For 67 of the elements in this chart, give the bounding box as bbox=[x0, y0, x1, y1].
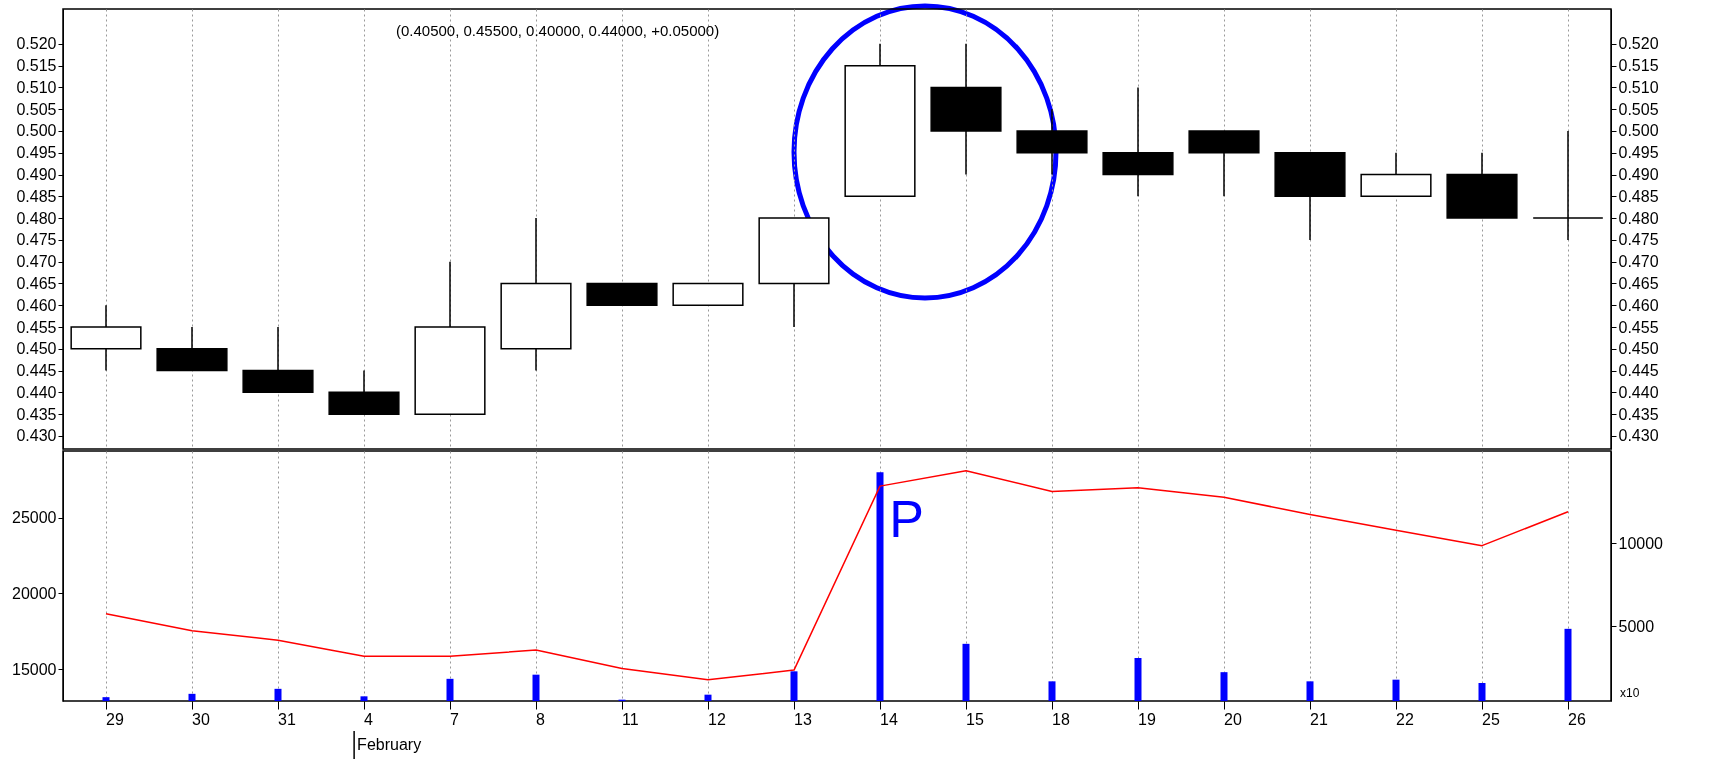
y2-tick-label: 0.490 bbox=[1618, 166, 1659, 184]
y2-tick-label: 0.480 bbox=[1618, 209, 1659, 227]
y2-tick-label: 0.435 bbox=[1618, 405, 1659, 423]
text: x10 bbox=[1620, 686, 1640, 700]
y-tick-label: 20000 bbox=[12, 584, 57, 602]
x-tick-label: 7 bbox=[450, 710, 459, 728]
y2-tick-label: 0.455 bbox=[1618, 318, 1659, 336]
x-tick-label: 21 bbox=[1310, 710, 1328, 728]
y-tick-label: 0.490 bbox=[16, 166, 57, 184]
x-tick-label: 8 bbox=[536, 710, 545, 728]
y-tick-label: 0.495 bbox=[16, 144, 57, 162]
y2-tick-label: 0.520 bbox=[1618, 35, 1659, 53]
annotation: P bbox=[889, 490, 924, 548]
y-tick-label: 0.500 bbox=[16, 122, 57, 140]
y-tick-label: 0.430 bbox=[16, 427, 57, 445]
x-tick-label: 31 bbox=[278, 710, 296, 728]
x-tick-label: 12 bbox=[708, 710, 726, 728]
y-tick-label: 0.505 bbox=[16, 100, 57, 118]
y2-tick-label: 0.465 bbox=[1618, 274, 1659, 292]
x-tick-label: 4 bbox=[364, 710, 373, 728]
y2-tick-label: 0.515 bbox=[1618, 57, 1659, 75]
y-tick-label: 0.520 bbox=[16, 35, 57, 53]
x-tick-label: 18 bbox=[1052, 710, 1070, 728]
line-series bbox=[105, 469, 1569, 681]
y2-tick-label: 10000 bbox=[1618, 534, 1664, 552]
y-tick-label: 0.465 bbox=[16, 274, 57, 292]
y-tick-label: 0.470 bbox=[16, 253, 57, 271]
y-tick-label: 0.480 bbox=[16, 209, 57, 227]
x-tick-label: 26 bbox=[1568, 710, 1586, 728]
x-tick-label: 15 bbox=[966, 710, 984, 728]
x-tick-label: 29 bbox=[106, 710, 124, 728]
y-tick-label: 0.475 bbox=[16, 231, 57, 249]
y-tick-label: 0.435 bbox=[16, 405, 57, 423]
y2-tick-label: 0.475 bbox=[1618, 231, 1659, 249]
x-tick-label: 19 bbox=[1138, 710, 1156, 728]
x-tick-label: 20 bbox=[1224, 710, 1242, 728]
x-tick-label: 14 bbox=[880, 710, 898, 728]
y-tick-label: 0.510 bbox=[16, 78, 57, 96]
x-tick-label: 11 bbox=[622, 710, 639, 728]
y2-tick-label: 0.485 bbox=[1618, 187, 1659, 205]
y2-tick-label: 0.450 bbox=[1618, 340, 1659, 358]
y-tick-label: 0.515 bbox=[16, 57, 57, 75]
y2-tick-label: 0.500 bbox=[1618, 122, 1659, 140]
x-tick-label: 30 bbox=[192, 710, 210, 728]
y-tick-label: 0.455 bbox=[16, 318, 57, 336]
y2-tick-label: 0.505 bbox=[1618, 100, 1659, 118]
text: (0.40500, 0.45500, 0.40000, 0.44000, +0.05000) bbox=[395, 22, 720, 39]
x-tick-label: 25 bbox=[1482, 710, 1500, 728]
x-tick-label: 13 bbox=[794, 710, 812, 728]
y2-tick-label: 0.445 bbox=[1618, 362, 1659, 380]
y-tick-label: 15000 bbox=[12, 660, 57, 678]
y-tick-label: 0.460 bbox=[16, 296, 57, 314]
y2-tick-label: 5000 bbox=[1618, 617, 1655, 635]
x-tick-label: 22 bbox=[1396, 710, 1414, 728]
y-tick-label: 0.440 bbox=[16, 383, 57, 401]
y2-tick-label: 0.440 bbox=[1618, 383, 1659, 401]
y-tick-label: 0.450 bbox=[16, 340, 57, 358]
y2-tick-label: 0.460 bbox=[1618, 296, 1659, 314]
y-tick-label: 0.485 bbox=[16, 187, 57, 205]
y2-tick-label: 0.495 bbox=[1618, 144, 1659, 162]
y-tick-label: 25000 bbox=[12, 509, 57, 527]
y2-tick-label: 0.430 bbox=[1618, 427, 1659, 445]
text: February bbox=[357, 736, 422, 753]
candlestick bbox=[1532, 130, 1604, 241]
y2-tick-label: 0.470 bbox=[1618, 253, 1659, 271]
y-tick-label: 0.445 bbox=[16, 362, 57, 380]
y2-tick-label: 0.510 bbox=[1618, 78, 1659, 96]
